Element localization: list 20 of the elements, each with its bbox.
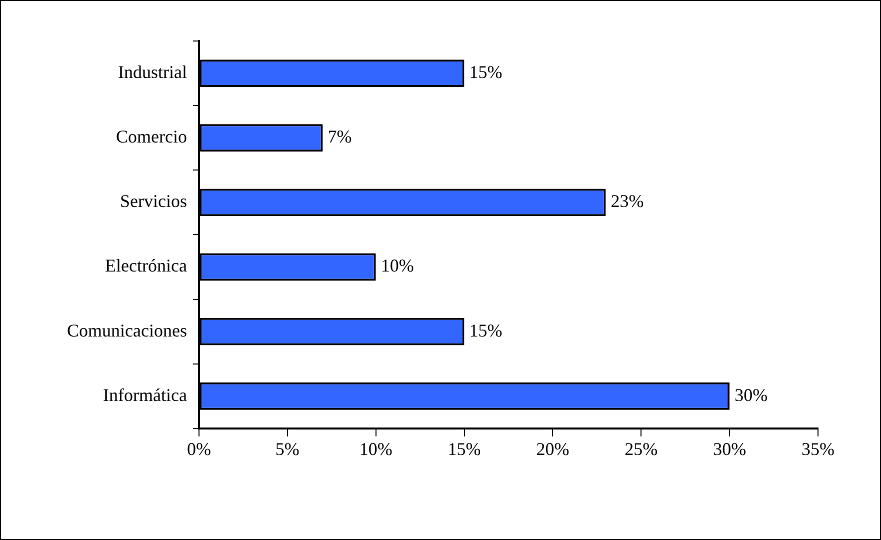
data-label: 30%	[734, 384, 768, 405]
y-tick-label: Industrial	[118, 62, 187, 82]
y-tick-label: Comercio	[116, 126, 187, 147]
x-tick-label: 10%	[359, 438, 392, 459]
x-tick-label: 25%	[624, 438, 658, 459]
y-tick-label: Electrónica	[105, 256, 187, 276]
x-tick-label: 15%	[448, 438, 481, 459]
data-label: 7%	[328, 126, 352, 147]
data-label: 15%	[469, 320, 502, 340]
data-label: 10%	[380, 256, 414, 276]
y-tick-label: Servicios	[120, 191, 187, 212]
x-tick-label: 20%	[536, 438, 570, 459]
data-label: 15%	[469, 62, 502, 82]
y-tick-label: Comunicaciones	[66, 320, 187, 340]
x-tick-label: 0%	[186, 438, 211, 459]
y-tick-label: Informática	[103, 384, 187, 405]
data-label: 23%	[610, 191, 644, 212]
x-tick-label: 30%	[713, 438, 746, 459]
x-tick-label: 5%	[275, 438, 300, 459]
x-tick-label: 35%	[802, 438, 834, 459]
